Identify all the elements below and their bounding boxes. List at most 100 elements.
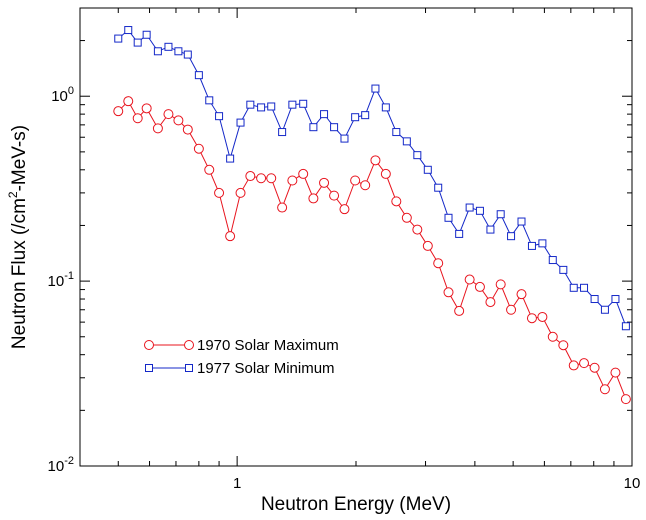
data-point: [246, 100, 255, 109]
data-point: [485, 297, 496, 308]
data-point: [123, 96, 134, 107]
data-point: [558, 340, 569, 351]
data-point: [308, 193, 319, 204]
data-point: [256, 173, 267, 184]
data-point: [298, 168, 309, 179]
data-point: [370, 155, 381, 166]
data-point: [114, 34, 123, 43]
data-point: [580, 283, 589, 292]
data-point: [267, 102, 276, 111]
data-point: [413, 151, 422, 160]
data-point: [152, 123, 163, 134]
y-axis-title-pre: Neutron Flux (/cm: [9, 198, 30, 349]
series-layer: [113, 26, 631, 405]
y-tick-label-exponent: 0: [68, 85, 74, 97]
data-point: [257, 103, 266, 112]
data-point: [506, 304, 517, 315]
data-point: [444, 213, 453, 222]
data-point: [214, 187, 225, 198]
data-point: [124, 26, 133, 35]
series-1: [113, 96, 631, 405]
data-point: [278, 128, 287, 137]
data-point: [455, 229, 464, 238]
data-point: [193, 143, 204, 154]
data-point: [215, 112, 224, 121]
data-point: [590, 295, 599, 304]
legend-label: 1977 Solar Minimum: [197, 360, 335, 377]
data-point: [517, 217, 526, 226]
data-point: [475, 206, 484, 215]
data-point: [423, 165, 432, 174]
data-point: [245, 171, 256, 182]
y-tick-label-base: 10: [51, 88, 68, 105]
data-point: [266, 173, 277, 184]
data-point: [141, 103, 152, 114]
data-point: [621, 322, 630, 331]
data-point: [287, 175, 298, 186]
data-point: [412, 224, 423, 235]
data-point: [204, 164, 215, 175]
data-point: [194, 71, 203, 80]
data-point: [226, 154, 235, 163]
data-point: [309, 123, 318, 132]
data-point: [371, 84, 380, 93]
series-line: [117, 29, 627, 327]
data-point: [225, 231, 236, 242]
data-point: [599, 384, 610, 395]
data-point: [465, 203, 474, 212]
data-point: [319, 177, 330, 188]
data-point: [361, 111, 370, 120]
data-point: [277, 202, 288, 213]
data-point: [182, 124, 193, 135]
data-point: [443, 287, 454, 298]
data-point: [236, 118, 245, 127]
data-point: [526, 313, 537, 324]
data-point: [329, 190, 340, 201]
y-tick-label-exponent: -1: [64, 270, 74, 282]
data-point: [401, 212, 412, 223]
data-point: [579, 358, 590, 369]
data-point: [163, 109, 174, 120]
data-point: [527, 241, 536, 250]
y-tick-label: 10-2: [48, 455, 74, 475]
data-point: [174, 47, 183, 56]
data-point: [569, 283, 578, 292]
y-axis-title: Neutron Flux (/cm2-MeV-s): [6, 125, 30, 349]
legend-marker: [184, 340, 194, 350]
data-point: [351, 113, 360, 122]
x-axis-title: Neutron Energy (MeV): [261, 494, 451, 515]
data-point: [340, 134, 349, 143]
data-point: [235, 187, 246, 198]
legend-marker: [185, 364, 193, 372]
series-2: [114, 26, 630, 331]
data-point: [568, 360, 579, 371]
y-axis-title-post: -MeV-s): [9, 125, 30, 192]
data-point: [610, 367, 621, 378]
data-point: [433, 258, 444, 269]
data-point: [559, 265, 568, 274]
data-point: [548, 256, 557, 265]
data-point: [474, 281, 485, 292]
legend-label: 1970 Solar Maximum: [197, 337, 339, 354]
data-point: [153, 47, 162, 56]
data-point: [611, 295, 620, 304]
axis-ticks: [79, 7, 633, 467]
data-point: [464, 274, 475, 285]
legend-marker: [144, 340, 154, 350]
data-point: [380, 168, 391, 179]
data-point: [132, 113, 143, 124]
data-point: [330, 123, 339, 132]
data-point: [486, 225, 495, 234]
y-tick-label-base: 10: [48, 273, 65, 290]
data-point: [507, 232, 516, 241]
data-point: [173, 115, 184, 126]
data-point: [538, 239, 547, 248]
data-point: [299, 99, 308, 108]
y-tick-label: 10-1: [48, 270, 74, 290]
y-tick-label-exponent: -2: [64, 455, 74, 467]
data-point: [422, 240, 433, 251]
data-point: [113, 106, 124, 117]
data-point: [183, 50, 192, 59]
